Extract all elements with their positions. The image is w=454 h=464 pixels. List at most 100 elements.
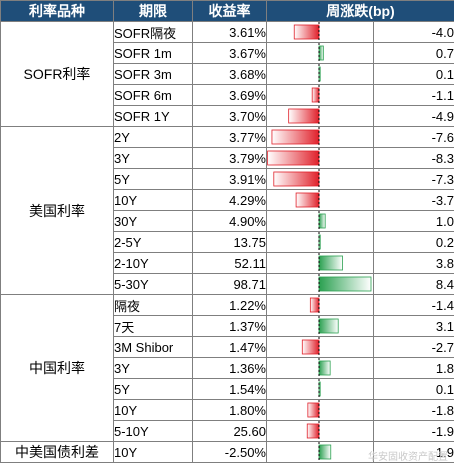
positive-change-bar bbox=[318, 45, 324, 61]
table-row: 2-5Y 13.75 0.2 bbox=[1, 231, 454, 253]
change-bar-svg bbox=[306, 421, 320, 441]
term-cell: 5Y bbox=[113, 168, 193, 190]
yield-cell: 3.67% bbox=[192, 42, 267, 64]
term-cell: 2-10Y bbox=[113, 252, 193, 274]
change-bar-cell bbox=[266, 441, 374, 463]
change-value-cell: 1.9 bbox=[373, 441, 454, 463]
change-bar-svg bbox=[271, 127, 320, 147]
change-value-cell: -1.8 bbox=[373, 399, 454, 421]
positive-change-bar bbox=[318, 444, 332, 460]
positive-change-bar bbox=[318, 213, 326, 229]
table-row: 中美国债利差 10Y -2.50% 1.9 bbox=[0, 441, 454, 463]
yield-cell: -2.50% bbox=[192, 441, 267, 463]
term-cell: 10Y bbox=[113, 399, 193, 421]
positive-change-bar bbox=[318, 318, 339, 334]
change-bar-cell bbox=[266, 357, 374, 379]
change-bar-cell bbox=[266, 315, 374, 337]
negative-change-bar bbox=[267, 150, 320, 166]
change-bar-cell bbox=[266, 168, 374, 190]
change-value-cell: -7.3 bbox=[373, 168, 454, 190]
change-bar-svg bbox=[318, 442, 332, 462]
table-body: SOFR利率 SOFR隔夜 3.61% -4.0 SOFR 1m 3.67% 0.7 SOFR… bbox=[0, 21, 454, 463]
change-bar-cell bbox=[266, 210, 374, 232]
table-row: 7天 1.37% 3.1 bbox=[1, 315, 454, 337]
group-label: 中国利率 bbox=[0, 294, 114, 442]
table-row: 3Y 1.36% 1.8 bbox=[1, 357, 454, 379]
positive-change-bar bbox=[318, 255, 343, 271]
term-cell: 3Y bbox=[113, 147, 193, 169]
change-bar-svg bbox=[295, 190, 320, 210]
yield-cell: 98.71 bbox=[192, 273, 267, 295]
change-bar-cell bbox=[266, 126, 374, 148]
term-cell: 10Y bbox=[113, 189, 193, 211]
change-bar-svg bbox=[318, 316, 339, 336]
change-value-cell: 0.7 bbox=[373, 42, 454, 64]
yield-cell: 3.61% bbox=[192, 21, 267, 43]
term-cell: SOFR 3m bbox=[113, 63, 193, 85]
change-value-cell: 0.2 bbox=[373, 231, 454, 253]
change-bar-cell bbox=[266, 105, 374, 127]
change-bar-svg bbox=[309, 295, 320, 315]
yield-cell: 1.54% bbox=[192, 378, 267, 400]
header-term: 期限 bbox=[113, 0, 193, 22]
group-label: SOFR利率 bbox=[0, 21, 114, 127]
term-cell: SOFR 1m bbox=[113, 42, 193, 64]
change-bar-cell bbox=[266, 378, 374, 400]
table-row: 3Y 3.79% -8.3 bbox=[1, 147, 454, 169]
table-row: 10Y 4.29% -3.7 bbox=[1, 189, 454, 211]
change-bar-svg bbox=[318, 211, 326, 231]
table-row: 2-10Y 52.11 3.8 bbox=[1, 252, 454, 274]
term-cell: 7天 bbox=[113, 315, 193, 337]
term-cell: 2-5Y bbox=[113, 231, 193, 253]
negative-change-bar bbox=[273, 171, 320, 187]
positive-change-bar bbox=[318, 276, 372, 292]
change-bar-svg bbox=[318, 43, 324, 63]
yield-cell: 1.22% bbox=[192, 294, 267, 316]
change-value-cell: 8.4 bbox=[373, 273, 454, 295]
table-row: SOFR 6m 3.69% -1.1 bbox=[1, 84, 454, 106]
change-value-cell: 3.8 bbox=[373, 252, 454, 274]
negative-change-bar bbox=[311, 87, 320, 103]
table-row: 中国利率 隔夜 1.22% -1.4 bbox=[0, 294, 454, 442]
change-bar-cell bbox=[266, 294, 374, 316]
header-change: 周涨跌(bp) bbox=[266, 0, 454, 22]
yield-cell: 1.36% bbox=[192, 357, 267, 379]
term-cell: 隔夜 bbox=[113, 294, 193, 316]
yield-cell: 3.68% bbox=[192, 63, 267, 85]
change-bar-cell bbox=[266, 147, 374, 169]
change-value-cell: 3.1 bbox=[373, 315, 454, 337]
yield-cell: 3.77% bbox=[192, 126, 267, 148]
change-bar-cell bbox=[266, 273, 374, 295]
yield-cell: 1.80% bbox=[192, 399, 267, 421]
change-bar-svg bbox=[318, 379, 321, 399]
change-value-cell: 0.1 bbox=[373, 63, 454, 85]
change-bar-svg bbox=[318, 232, 321, 252]
change-bar-cell bbox=[266, 420, 374, 442]
change-value-cell: -1.1 bbox=[373, 84, 454, 106]
yield-cell: 25.60 bbox=[192, 420, 267, 442]
term-cell: 5-10Y bbox=[113, 420, 193, 442]
table-row: 3M Shibor 1.47% -2.7 bbox=[1, 336, 454, 358]
change-bar-cell bbox=[266, 231, 374, 253]
change-bar-svg bbox=[318, 274, 372, 294]
yield-cell: 3.69% bbox=[192, 84, 267, 106]
negative-change-bar bbox=[293, 24, 320, 40]
change-bar-svg bbox=[288, 106, 320, 126]
change-value-cell: -8.3 bbox=[373, 147, 454, 169]
change-bar-svg bbox=[307, 400, 320, 420]
change-value-cell: 1.8 bbox=[373, 357, 454, 379]
change-bar-cell bbox=[266, 189, 374, 211]
term-cell: 5-30Y bbox=[113, 273, 193, 295]
term-cell: 5Y bbox=[113, 378, 193, 400]
yield-cell: 3.91% bbox=[192, 168, 267, 190]
group-label: 中美国债利差 bbox=[0, 441, 114, 463]
change-bar-svg bbox=[293, 22, 320, 42]
negative-change-bar bbox=[271, 129, 320, 145]
yield-cell: 3.70% bbox=[192, 105, 267, 127]
table-row: 30Y 4.90% 1.0 bbox=[1, 210, 454, 232]
change-bar-svg bbox=[318, 358, 331, 378]
yield-cell: 4.29% bbox=[192, 189, 267, 211]
change-bar-cell bbox=[266, 42, 374, 64]
negative-change-bar bbox=[306, 423, 320, 439]
